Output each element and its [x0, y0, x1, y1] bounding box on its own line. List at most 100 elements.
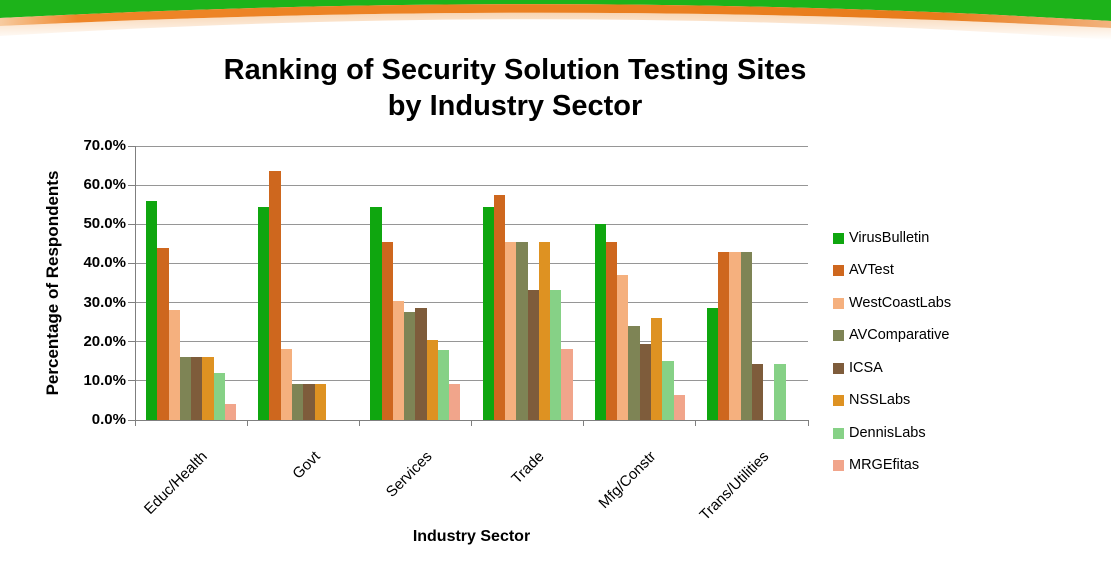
bar-ICSA-Services — [415, 308, 427, 420]
y-tick-label-0.0%: 0.0% — [91, 411, 126, 428]
legend-item-AVTest: AVTest — [833, 255, 951, 288]
x-tick-3 — [471, 420, 472, 426]
gridline-20.0% — [135, 341, 808, 343]
bar-VirusBulletin-Services — [370, 206, 382, 420]
x-category-label-Services: Services — [382, 448, 436, 501]
banner-fade-band — [0, 12, 1111, 40]
legend-swatch-NSSLabs — [833, 395, 844, 407]
bar-DennisLabs-Educ/Health — [213, 373, 225, 420]
gridline-60.0% — [135, 184, 808, 186]
y-tick-40.0% — [128, 262, 135, 264]
legend-swatch-AVComparative — [833, 330, 844, 342]
bar-AVComparative-Mfg/Constr — [628, 326, 640, 420]
legend-item-WestCoastLabs: WestCoastLabs — [833, 287, 951, 320]
y-tick-label-20.0%: 20.0% — [83, 332, 126, 350]
bar-AVComparative-Services — [404, 312, 416, 420]
legend-item-DennisLabs: DennisLabs — [833, 417, 951, 450]
legend-swatch-MRGEfitas — [833, 460, 844, 472]
bar-ICSA-Mfg/Constr — [639, 343, 652, 420]
bar-ICSA-Educ/Health — [191, 357, 203, 420]
bar-WestCoastLabs-Trade — [505, 241, 517, 420]
x-tick-4 — [583, 420, 585, 426]
y-tick-label-70.0%: 70.0% — [83, 137, 126, 154]
legend-item-MRGEfitas: MRGEfitas — [833, 450, 951, 483]
bar-MRGEfitas-Services — [449, 384, 461, 420]
legend-swatch-VirusBulletin — [833, 232, 844, 244]
bar-VirusBulletin-Trans/Utilities — [706, 308, 719, 420]
legend-item-VirusBulletin: VirusBulletin — [833, 222, 951, 255]
bar-VirusBulletin-Educ/Health — [146, 200, 158, 420]
bar-AVTest-Trans/Utilities — [718, 252, 730, 420]
banner-orange-band — [0, 4, 1111, 28]
x-category-label-Mfg/Constr: Mfg/Constr — [595, 448, 660, 512]
legend-item-NSSLabs: NSSLabs — [833, 385, 951, 418]
legend-swatch-DennisLabs — [833, 427, 844, 439]
x-tick-2 — [358, 420, 360, 426]
bar-AVComparative-Educ/Health — [179, 357, 192, 420]
bar-AVComparative-Trade — [516, 241, 528, 420]
bar-AVComparative-Govt — [291, 384, 304, 420]
y-tick-label-60.0%: 60.0% — [83, 176, 126, 194]
legend-swatch-ICSA — [833, 362, 844, 374]
y-axis-title: Percentage of Respondents — [43, 170, 62, 396]
bar-DennisLabs-Trade — [550, 289, 562, 420]
y-tick-60.0% — [128, 184, 135, 186]
x-tick-6 — [807, 420, 809, 426]
bar-NSSLabs-Educ/Health — [202, 357, 214, 420]
legend-item-ICSA: ICSA — [833, 352, 951, 385]
y-tick-70.0% — [128, 145, 135, 147]
bar-VirusBulletin-Mfg/Constr — [594, 224, 606, 420]
bar-DennisLabs-Mfg/Constr — [662, 361, 674, 420]
legend-label-AVTest: AVTest — [849, 262, 894, 279]
chart-title-line2: by Industry Sector — [387, 90, 643, 122]
y-tick-label-30.0%: 30.0% — [83, 293, 126, 311]
legend-label-DennisLabs: DennisLabs — [849, 424, 926, 441]
bar-NSSLabs-Trade — [538, 241, 551, 420]
x-tick-5 — [695, 420, 697, 426]
gridline-70.0% — [135, 145, 808, 147]
legend-label-WestCoastLabs: WestCoastLabs — [849, 294, 952, 311]
bar-ICSA-Trade — [527, 289, 539, 420]
chart-legend: VirusBulletin AVTest WestCoastLabs AVCompar… — [833, 222, 951, 482]
y-tick-30.0% — [128, 302, 135, 304]
y-tick-label-10.0%: 10.0% — [83, 371, 126, 389]
bar-VirusBulletin-Govt — [258, 206, 270, 420]
y-axis-line — [134, 146, 136, 426]
bar-WestCoastLabs-Educ/Health — [168, 310, 180, 420]
bar-MRGEfitas-Educ/Health — [224, 404, 237, 420]
bar-AVTest-Mfg/Constr — [605, 241, 618, 420]
legend-swatch-WestCoastLabs — [833, 297, 844, 309]
gridline-30.0% — [135, 302, 808, 304]
bar-ICSA-Trans/Utilities — [751, 364, 764, 420]
bar-NSSLabs-Govt — [314, 384, 326, 420]
bar-VirusBulletin-Trade — [482, 206, 494, 420]
x-category-label-Trade: Trade — [508, 448, 548, 488]
y-tick-10.0% — [128, 380, 135, 382]
x-axis-title: Industry Sector — [412, 528, 531, 545]
legend-label-ICSA: ICSA — [849, 359, 883, 376]
y-tick-label-40.0%: 40.0% — [83, 254, 126, 272]
header-swoosh-graphic — [0, 0, 1111, 40]
bar-WestCoastLabs-Mfg/Constr — [617, 275, 629, 420]
bar-MRGEfitas-Mfg/Constr — [673, 394, 685, 420]
bar-NSSLabs-Mfg/Constr — [651, 318, 663, 420]
x-category-label-Govt: Govt — [288, 448, 324, 483]
bar-WestCoastLabs-Govt — [280, 348, 292, 420]
legend-label-NSSLabs: NSSLabs — [849, 392, 911, 409]
y-tick-50.0% — [128, 223, 135, 225]
bar-AVTest-Educ/Health — [157, 247, 169, 420]
legend-swatch-AVTest — [833, 265, 844, 277]
bar-DennisLabs-Trans/Utilities — [774, 364, 786, 420]
banner-green-band — [0, 0, 1111, 21]
x-axis-line — [135, 419, 809, 421]
bar-AVComparative-Trans/Utilities — [740, 252, 752, 420]
bar-AVTest-Services — [381, 241, 393, 420]
x-category-label-Trans/Utilities: Trans/Utilities — [696, 448, 772, 524]
legend-label-VirusBulletin: VirusBulletin — [849, 229, 930, 246]
bar-AVTest-Trade — [493, 194, 506, 420]
gridline-50.0% — [135, 223, 808, 225]
chart-title-line1: Ranking of Security Solution Testing Sit… — [223, 54, 807, 86]
x-category-label-Educ/Health: Educ/Health — [141, 448, 212, 518]
bar-ICSA-Govt — [303, 384, 315, 420]
